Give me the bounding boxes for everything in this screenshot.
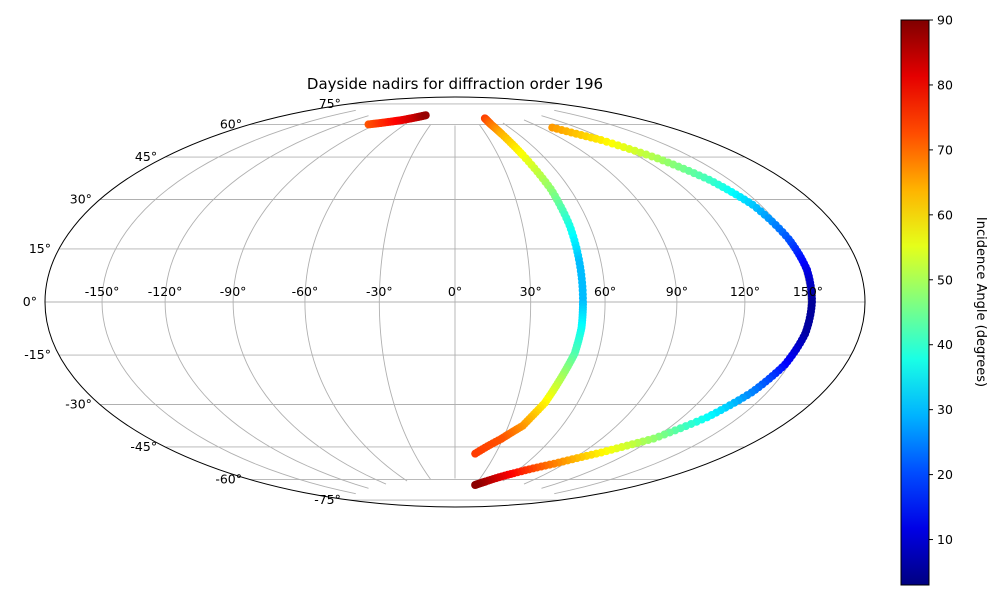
colorbar-tick-label: 60	[937, 207, 953, 222]
colorbar-tick-label: 90	[937, 13, 953, 28]
longitude-tick-label: 90°	[666, 284, 688, 299]
colorbar-tick-label: 20	[937, 467, 953, 482]
colorbar-tick-label: 40	[937, 337, 953, 352]
latitude-tick-label: -75°	[314, 492, 341, 507]
colorbar-tick-label: 70	[937, 142, 953, 157]
longitude-tick-label: 30°	[520, 284, 542, 299]
map-gridlines	[45, 103, 865, 501]
latitude-tick-label: 45°	[135, 149, 157, 164]
colorbar-tick-label: 50	[937, 272, 953, 287]
latitude-tick-label: 0°	[23, 294, 37, 309]
latitude-tick-label: -60°	[215, 472, 242, 487]
data-point	[421, 111, 430, 120]
latitude-tick-label: -15°	[24, 347, 51, 362]
longitude-tick-label: -30°	[366, 284, 393, 299]
nadir-tracks	[364, 111, 816, 489]
longitude-tick-label: 0°	[448, 284, 462, 299]
longitude-tick-labels: -150° -120° -90° -60° -30° 0° 30° 60° 90° 120° 150…	[85, 284, 823, 299]
longitude-tick-label: 120°	[730, 284, 760, 299]
colorbar-ticks: 10 20 30 40 50 60 70 80 90	[929, 13, 953, 547]
colorbar	[900, 19, 930, 586]
latitude-tick-labels: -75° -60° -45° -30° -15° 0° 15° 30° 45° 60° 75°	[23, 96, 341, 507]
longitude-tick-label: -60°	[292, 284, 319, 299]
longitude-tick-label: -120°	[148, 284, 183, 299]
latitude-tick-label: -45°	[130, 439, 157, 454]
colorbar-tick-label: 80	[937, 77, 953, 92]
latitude-tick-label: 75°	[319, 96, 341, 111]
chart-title: Dayside nadirs for diffraction order 196	[307, 75, 603, 93]
map-outline	[44, 96, 866, 508]
latitude-tick-label: 30°	[70, 192, 92, 207]
latitude-tick-label: -30°	[65, 397, 92, 412]
colorbar-tick-label: 30	[937, 402, 953, 417]
colorbar-tick-label: 10	[937, 532, 953, 547]
longitude-tick-label: 150°	[793, 284, 823, 299]
longitude-tick-label: 60°	[594, 284, 616, 299]
data-point	[471, 480, 480, 489]
longitude-tick-label: -90°	[220, 284, 247, 299]
colorbar-label: Incidence Angle (degrees)	[973, 217, 988, 387]
data-point	[471, 449, 480, 458]
latitude-tick-label: 15°	[29, 241, 51, 256]
latitude-tick-label: 60°	[220, 116, 242, 131]
longitude-tick-label: -150°	[85, 284, 120, 299]
